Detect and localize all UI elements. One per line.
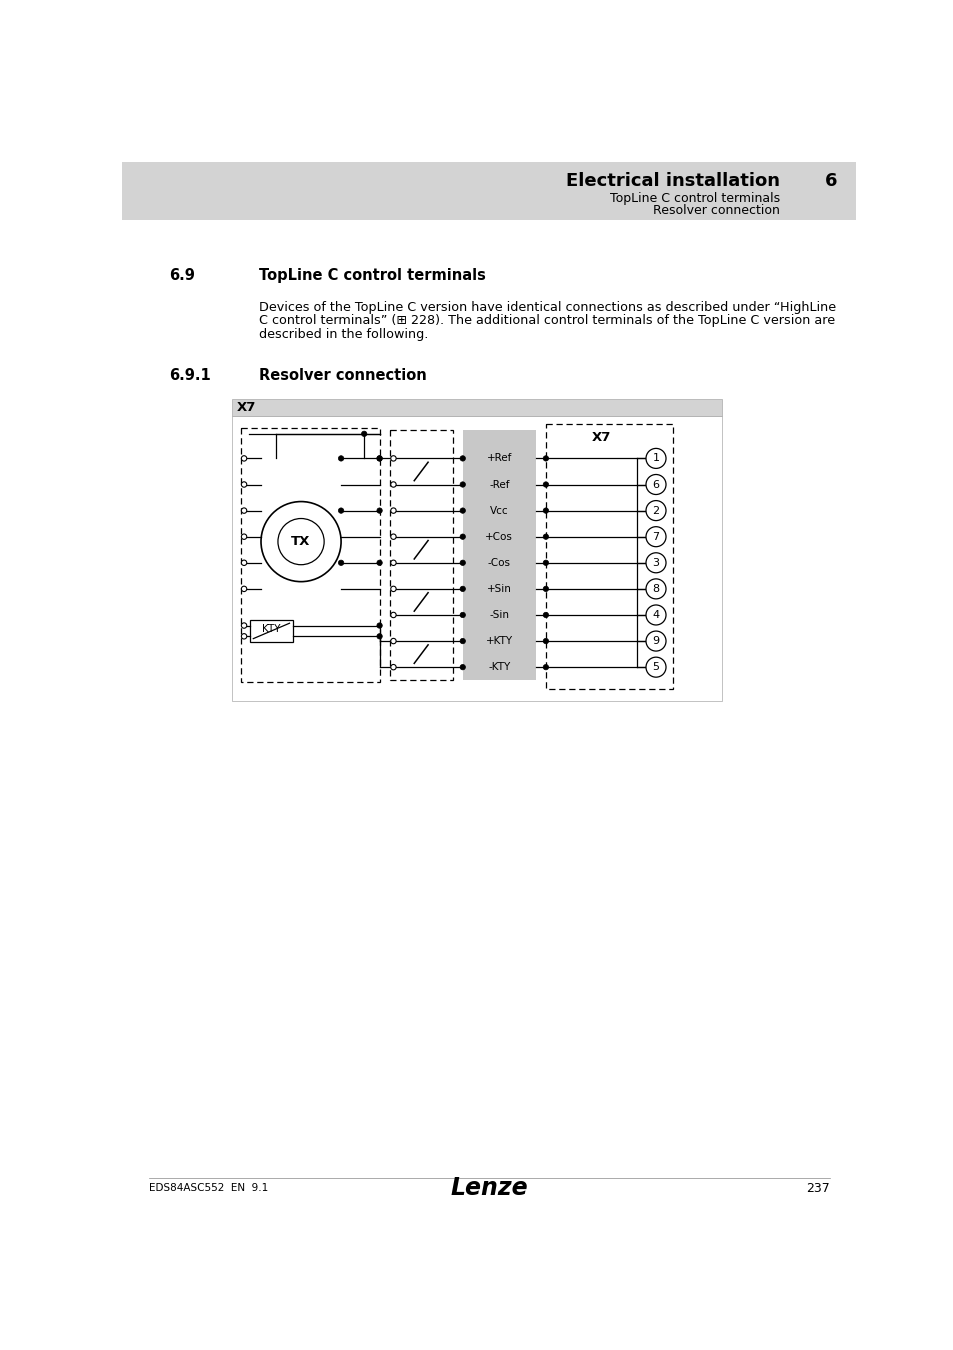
- Text: KTY: KTY: [262, 625, 280, 634]
- Circle shape: [338, 560, 343, 566]
- Circle shape: [459, 664, 465, 670]
- Bar: [389, 429, 453, 680]
- Circle shape: [542, 613, 548, 618]
- Text: 9: 9: [652, 636, 659, 647]
- Circle shape: [542, 664, 548, 670]
- Bar: [121, 162, 856, 220]
- Circle shape: [338, 456, 343, 462]
- Circle shape: [645, 605, 665, 625]
- Circle shape: [241, 633, 247, 639]
- Bar: [232, 400, 721, 416]
- Bar: [462, 429, 536, 680]
- Circle shape: [241, 508, 247, 513]
- Text: 6: 6: [824, 173, 837, 190]
- Text: 3: 3: [652, 558, 659, 568]
- Text: +Ref: +Ref: [486, 454, 512, 463]
- Circle shape: [391, 456, 395, 462]
- Text: Resolver connection: Resolver connection: [258, 369, 426, 383]
- Text: 6.9: 6.9: [170, 269, 195, 284]
- Bar: [232, 416, 721, 701]
- Text: +Sin: +Sin: [486, 585, 511, 594]
- Circle shape: [459, 586, 465, 591]
- Circle shape: [391, 613, 395, 618]
- Circle shape: [542, 482, 548, 487]
- Circle shape: [376, 456, 382, 462]
- Text: 8: 8: [652, 585, 659, 594]
- Circle shape: [376, 456, 382, 462]
- Circle shape: [542, 508, 548, 513]
- Text: 7: 7: [652, 532, 659, 541]
- Text: Lenze: Lenze: [450, 1176, 527, 1200]
- Circle shape: [376, 622, 382, 628]
- Text: -Ref: -Ref: [489, 479, 509, 490]
- Circle shape: [376, 633, 382, 639]
- Circle shape: [241, 482, 247, 487]
- Text: EDS84ASC552  EN  9.1: EDS84ASC552 EN 9.1: [149, 1184, 268, 1193]
- Circle shape: [459, 456, 465, 462]
- Circle shape: [376, 560, 382, 566]
- Circle shape: [241, 560, 247, 566]
- Text: -Sin: -Sin: [489, 610, 509, 620]
- Circle shape: [459, 508, 465, 513]
- Text: 237: 237: [805, 1181, 829, 1195]
- Text: 1: 1: [652, 454, 659, 463]
- Circle shape: [391, 586, 395, 591]
- Circle shape: [391, 508, 395, 513]
- Text: 5: 5: [652, 662, 659, 672]
- Circle shape: [645, 579, 665, 599]
- Circle shape: [459, 535, 465, 540]
- Circle shape: [376, 508, 382, 513]
- Circle shape: [338, 508, 343, 513]
- Circle shape: [361, 431, 367, 436]
- Text: 4: 4: [652, 610, 659, 620]
- Text: +Cos: +Cos: [485, 532, 513, 541]
- Text: X7: X7: [237, 401, 256, 414]
- Text: 6.9.1: 6.9.1: [170, 369, 211, 383]
- Circle shape: [645, 448, 665, 468]
- Circle shape: [542, 456, 548, 462]
- Text: -Cos: -Cos: [487, 558, 510, 568]
- Circle shape: [459, 482, 465, 487]
- Circle shape: [391, 560, 395, 566]
- Circle shape: [391, 535, 395, 540]
- Text: TopLine C control terminals: TopLine C control terminals: [258, 269, 485, 284]
- Text: 2: 2: [652, 506, 659, 516]
- Bar: [545, 424, 672, 690]
- Circle shape: [542, 639, 548, 644]
- Circle shape: [459, 560, 465, 566]
- Text: 6: 6: [652, 479, 659, 490]
- Circle shape: [391, 639, 395, 644]
- Circle shape: [542, 535, 548, 540]
- Circle shape: [645, 657, 665, 678]
- Text: Resolver connection: Resolver connection: [653, 204, 780, 217]
- Circle shape: [241, 456, 247, 462]
- Circle shape: [241, 586, 247, 591]
- Circle shape: [459, 639, 465, 644]
- Circle shape: [459, 613, 465, 618]
- Circle shape: [645, 630, 665, 651]
- Text: +KTY: +KTY: [485, 636, 513, 647]
- Text: Electrical installation: Electrical installation: [565, 173, 780, 190]
- Text: X7: X7: [592, 431, 611, 444]
- Text: -KTY: -KTY: [488, 662, 510, 672]
- Text: TX: TX: [291, 535, 311, 548]
- Circle shape: [241, 622, 247, 628]
- Text: Devices of the TopLine C version have identical connections as described under “: Devices of the TopLine C version have id…: [258, 301, 835, 313]
- Circle shape: [645, 552, 665, 572]
- Bar: [250, 620, 293, 641]
- Text: TopLine C control terminals: TopLine C control terminals: [609, 193, 780, 205]
- Bar: [241, 428, 379, 682]
- Circle shape: [391, 482, 395, 487]
- Circle shape: [542, 586, 548, 591]
- Circle shape: [645, 526, 665, 547]
- Circle shape: [391, 664, 395, 670]
- Circle shape: [645, 474, 665, 494]
- Circle shape: [645, 501, 665, 521]
- Circle shape: [542, 560, 548, 566]
- Text: C control terminals” (⊞ 228). The additional control terminals of the TopLine C : C control terminals” (⊞ 228). The additi…: [258, 315, 834, 328]
- Text: Vcc: Vcc: [490, 506, 508, 516]
- Circle shape: [241, 535, 247, 540]
- Text: described in the following.: described in the following.: [258, 328, 428, 342]
